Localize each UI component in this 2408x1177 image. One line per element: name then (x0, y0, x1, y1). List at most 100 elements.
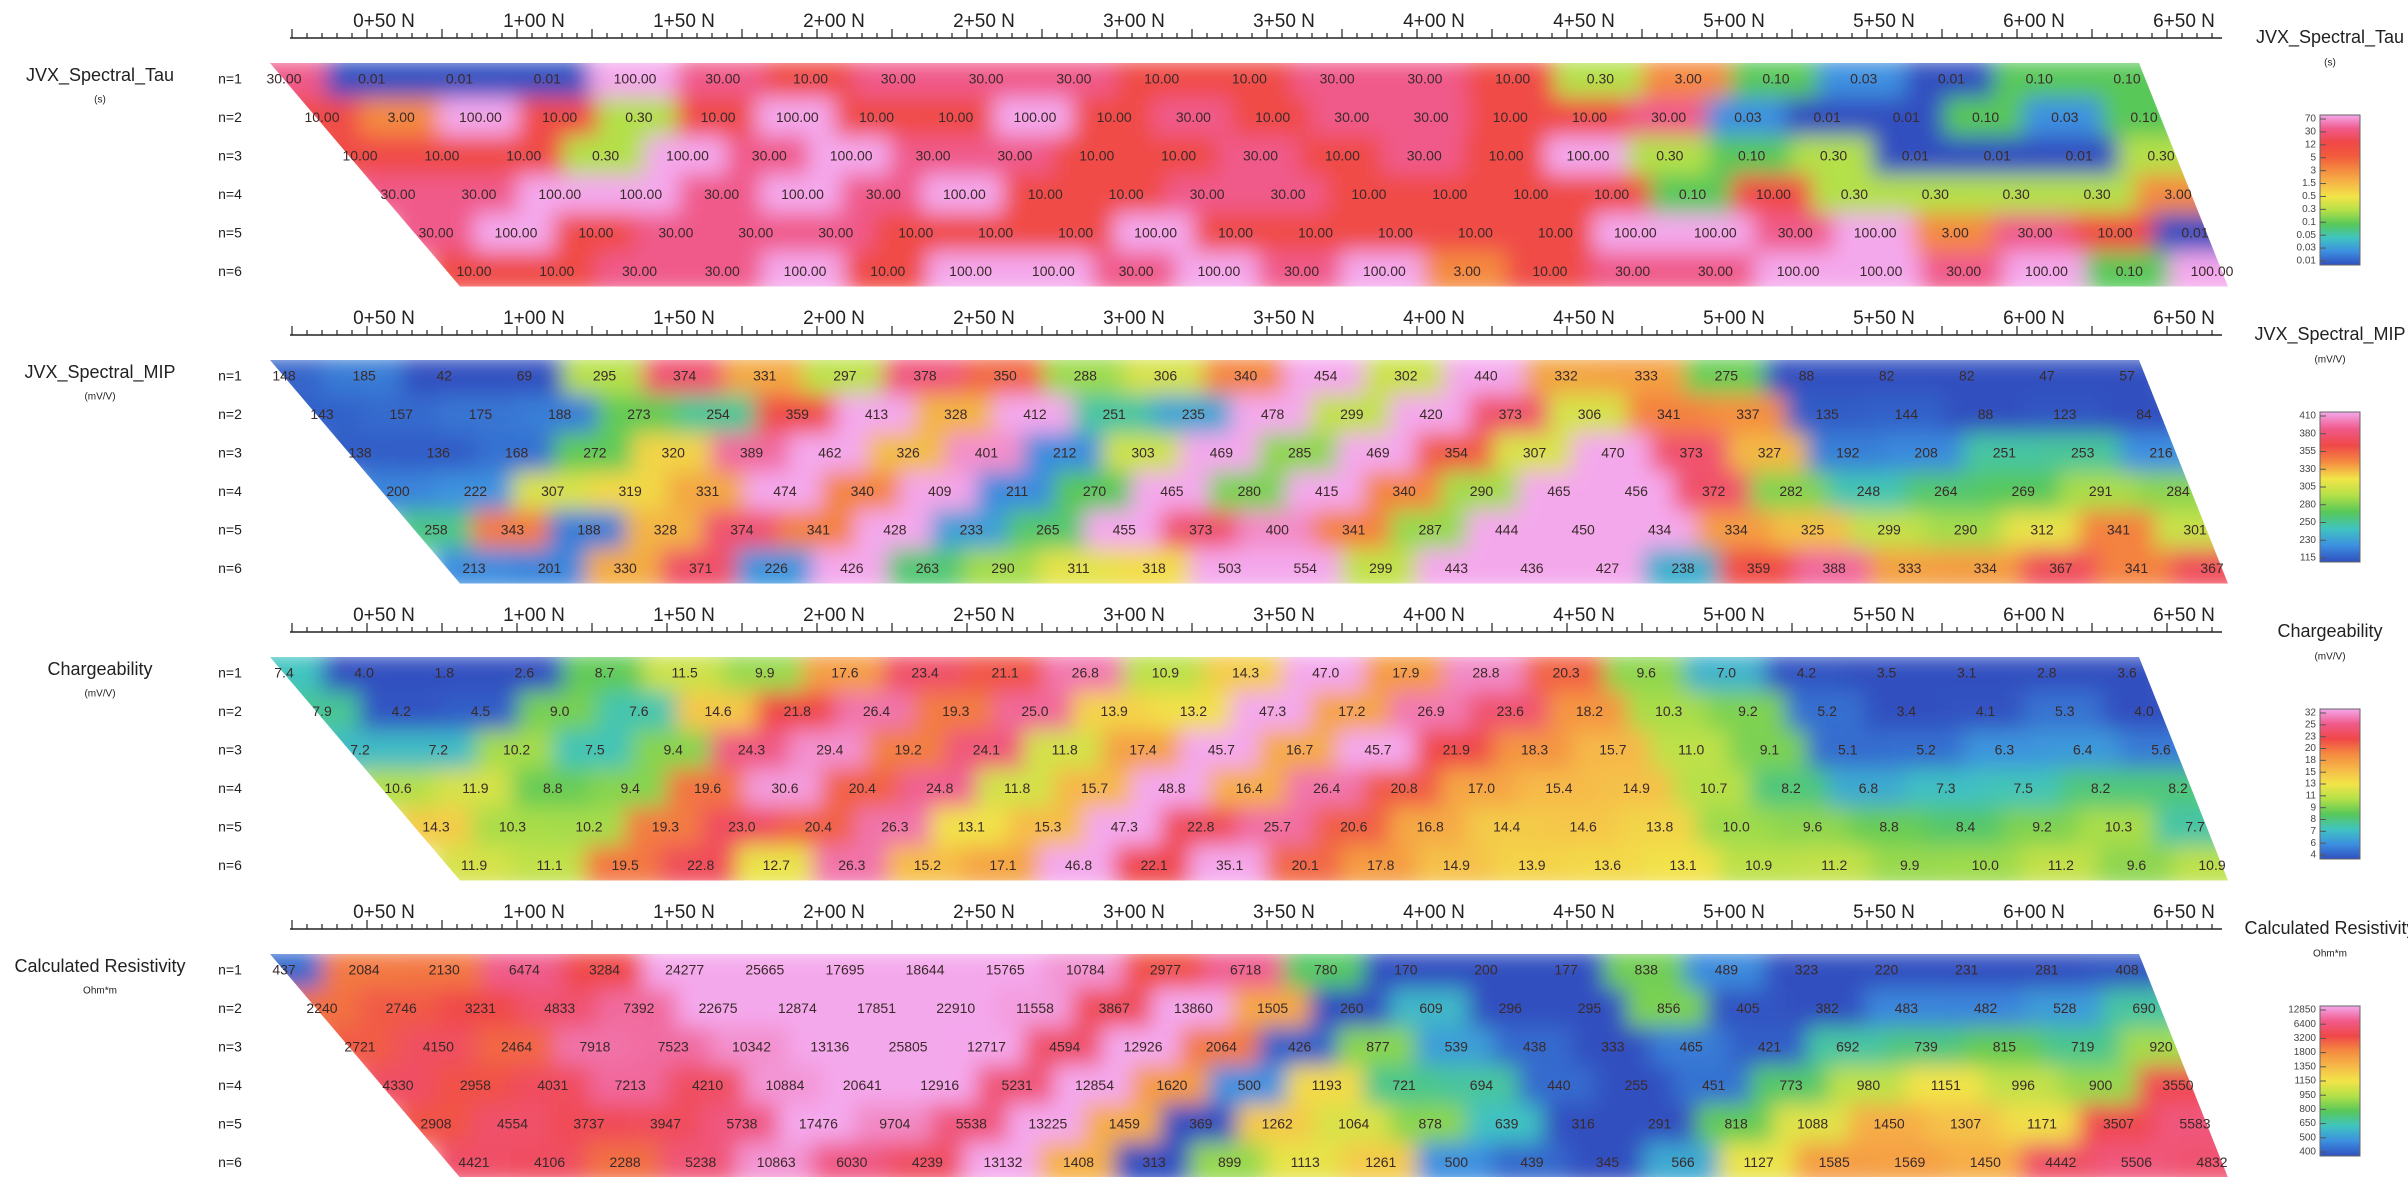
value-label: 0.30 (625, 109, 652, 125)
value-label: 327 (1758, 445, 1782, 461)
station-label: 2+00 N (803, 11, 865, 32)
value-label: 6030 (836, 1154, 867, 1170)
value-label: 7.5 (585, 742, 605, 758)
colorbar-tick-label: 410 (2299, 411, 2316, 422)
value-cell (1208, 768, 1290, 811)
value-cell (1466, 1104, 1547, 1146)
value-label: 503 (1218, 560, 1242, 576)
value-label: 20.4 (849, 780, 876, 796)
value-label: 14.6 (704, 703, 731, 719)
value-cell (1007, 807, 1089, 849)
value-cell (1695, 807, 1777, 849)
value-cell (1627, 97, 1711, 140)
value-label: 14.6 (1570, 819, 1597, 835)
value-cell (993, 394, 1077, 437)
value-label: 0.30 (1841, 186, 1868, 202)
value-cell (1326, 174, 1412, 217)
value-label: 815 (1993, 1039, 2017, 1055)
station-label: 4+50 N (1553, 902, 1615, 923)
value-cell (1310, 691, 1394, 734)
value-cell (325, 63, 418, 101)
value-cell (678, 251, 766, 287)
value-cell (1002, 174, 1088, 217)
value-cell (598, 174, 684, 217)
value-cell (1053, 768, 1136, 811)
value-cell (1007, 510, 1089, 552)
value-cell (1180, 1027, 1263, 1069)
value-label: 226 (765, 560, 789, 576)
value-cell (1913, 213, 1998, 255)
value-label: 343 (501, 522, 525, 538)
value-cell (1492, 845, 1572, 881)
value-cell (1291, 63, 1384, 101)
value-label: 100.00 (1777, 263, 1820, 279)
value-cell (1389, 510, 1471, 552)
colorbar-tick-label: 70 (2305, 114, 2317, 125)
value-cell (1524, 657, 1609, 695)
value-label: 9.2 (2032, 819, 2052, 835)
value-label: 1.8 (435, 665, 455, 681)
value-label: 1261 (1365, 1154, 1396, 1170)
value-cell (359, 97, 443, 140)
value-label: 877 (1366, 1039, 1390, 1055)
value-label: 359 (786, 406, 810, 422)
value-label: 420 (1419, 406, 1443, 422)
value-label: 2084 (349, 962, 380, 978)
value-label: 332 (1554, 368, 1578, 384)
value-cell (1963, 730, 2046, 772)
value-cell (1884, 433, 1968, 475)
value-label: 1151 (1931, 1077, 1961, 1093)
value-label: 9.0 (550, 703, 570, 719)
value-label: 341 (2125, 560, 2149, 576)
value-label: 443 (1445, 560, 1469, 576)
value-cell (2023, 691, 2107, 734)
value-label: 282 (1779, 483, 1803, 499)
value-label: 451 (1702, 1077, 1726, 1093)
value-label: 30.00 (1119, 263, 1154, 279)
value-label: 337 (1736, 406, 1760, 422)
value-label: 30.6 (771, 780, 798, 796)
value-cell (1466, 510, 1547, 552)
value-cell (1407, 174, 1493, 217)
value-cell (945, 433, 1028, 475)
value-label: 438 (1523, 1039, 1547, 1055)
value-label: 323 (1795, 962, 1819, 978)
value-cell (633, 213, 718, 255)
value-cell (322, 360, 407, 398)
legend-title: JVX_Spectral_MIP (2254, 324, 2405, 345)
colorbar-tick-label: 0.3 (2302, 204, 2316, 215)
value-label: 4210 (692, 1077, 723, 1093)
value-label: 47.0 (1312, 665, 1339, 681)
value-label: 13136 (810, 1039, 849, 1055)
value-cell (413, 63, 506, 101)
value-cell (660, 1142, 741, 1177)
value-label: 188 (548, 406, 572, 422)
value-cell (1468, 394, 1552, 437)
value-label: 10.00 (1351, 186, 1386, 202)
level-label: n=6 (218, 1154, 242, 1170)
value-label: 980 (1857, 1077, 1881, 1093)
value-cell (1884, 1027, 1968, 1069)
value-cell (1180, 433, 1263, 475)
value-cell (1336, 1027, 1420, 1069)
value-label: 413 (865, 406, 889, 422)
value-label: 200 (1474, 962, 1498, 978)
value-cell (1038, 1142, 1119, 1177)
value-cell (509, 845, 590, 881)
value-label: 316 (1571, 1116, 1595, 1132)
value-label: 287 (1419, 522, 1443, 538)
value-cell (2023, 394, 2107, 437)
value-label: 10.00 (1232, 71, 1267, 87)
value-cell (2078, 807, 2159, 849)
value-label: 5.6 (2151, 742, 2171, 758)
value-cell (1542, 510, 1624, 552)
value-cell (1794, 548, 1874, 584)
value-cell (1341, 251, 1428, 287)
colorbar (2319, 1005, 2361, 1157)
value-cell (1258, 1027, 1341, 1069)
value-cell (679, 174, 765, 217)
value-label: 440 (1547, 1077, 1571, 1093)
value-label: 148 (272, 368, 296, 384)
value-cell (1203, 63, 1296, 101)
